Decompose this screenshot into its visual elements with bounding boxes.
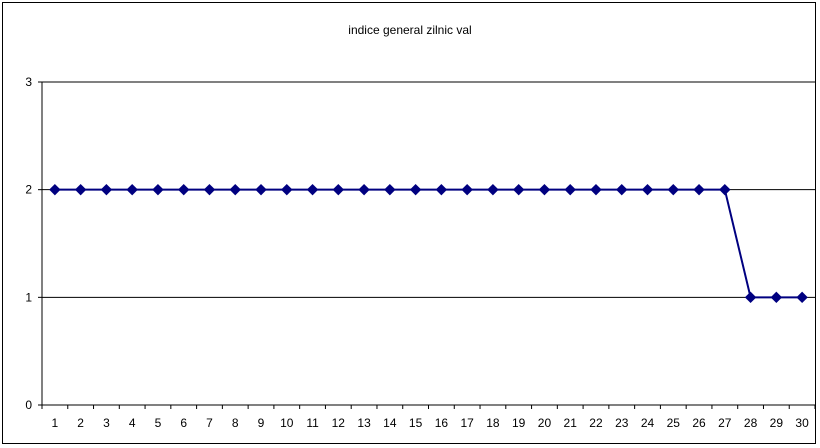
- data-point-4: [126, 183, 138, 196]
- data-point-25: [667, 183, 679, 196]
- y-tick-label-3: 3: [25, 75, 32, 89]
- x-tick-label-14: 14: [383, 416, 397, 430]
- axes: [41, 82, 815, 406]
- data-point-24: [641, 183, 654, 196]
- y-axis-ticks: 0 1 2 3: [25, 75, 42, 412]
- x-tick-label-4: 4: [129, 416, 136, 430]
- y-tick-label-0: 0: [25, 398, 32, 412]
- x-tick-label-7: 7: [206, 416, 213, 430]
- data-point-20: [538, 183, 551, 196]
- x-tick-label-20: 20: [538, 416, 552, 430]
- data-point-30: [796, 291, 808, 304]
- x-tick-label-9: 9: [258, 416, 265, 430]
- data-point-29: [770, 291, 783, 304]
- x-tick-label-21: 21: [564, 416, 578, 430]
- x-tick-label-11: 11: [306, 416, 319, 430]
- data-point-2: [74, 183, 87, 196]
- data-point-11: [306, 183, 319, 196]
- x-tick-label-30: 30: [795, 416, 809, 430]
- data-point-1: [49, 183, 61, 196]
- x-tick-label-26: 26: [692, 416, 706, 430]
- x-tick-label-13: 13: [357, 416, 371, 430]
- data-point-13: [358, 183, 370, 196]
- x-tick-label-8: 8: [232, 416, 239, 430]
- x-tick-label-16: 16: [435, 416, 449, 430]
- x-tick-label-1: 1: [52, 416, 59, 430]
- data-point-22: [590, 183, 602, 196]
- x-tick-label-5: 5: [155, 416, 162, 430]
- x-tick-label-22: 22: [589, 416, 603, 430]
- data-point-15: [409, 183, 422, 196]
- x-tick-label-25: 25: [667, 416, 681, 430]
- data-point-7: [203, 183, 216, 196]
- data-point-14: [384, 183, 396, 196]
- x-tick-label-19: 19: [512, 416, 526, 430]
- data-point-23: [616, 183, 628, 196]
- x-tick-label-17: 17: [460, 416, 474, 430]
- chart-frame: indice general zilnic val: [2, 2, 816, 444]
- x-tick-label-24: 24: [641, 416, 655, 430]
- x-tick-label-29: 29: [770, 416, 784, 430]
- data-point-10: [281, 183, 293, 196]
- x-tick-label-28: 28: [744, 416, 758, 430]
- data-point-28: [744, 291, 757, 304]
- data-point-27: [719, 183, 731, 196]
- data-point-21: [564, 183, 576, 196]
- data-point-19: [512, 183, 525, 196]
- data-point-16: [435, 183, 448, 196]
- x-axis-ticks: 1 2 3 4 5 6 7 8 9 10 11 12 13 14 15 16 17 18 19 20 21 22 23 24 2…: [41, 405, 816, 430]
- data-point-18: [487, 183, 499, 196]
- x-tick-label-18: 18: [486, 416, 500, 430]
- data-point-17: [461, 183, 473, 196]
- data-point-3: [100, 183, 113, 196]
- data-point-5: [152, 183, 164, 196]
- chart-title: indice general zilnic val: [348, 23, 472, 37]
- x-tick-label-10: 10: [280, 416, 294, 430]
- x-tick-label-12: 12: [332, 416, 346, 430]
- x-tick-label-3: 3: [103, 416, 110, 430]
- x-tick-label-6: 6: [180, 416, 187, 430]
- x-tick-label-15: 15: [409, 416, 423, 430]
- x-tick-label-27: 27: [718, 416, 732, 430]
- data-series: [49, 183, 808, 304]
- data-point-12: [332, 183, 345, 196]
- y-tick-label-2: 2: [25, 183, 32, 197]
- data-point-9: [255, 183, 267, 196]
- series-line-0: [54, 188, 803, 299]
- data-point-26: [693, 183, 705, 196]
- data-point-6: [178, 183, 190, 196]
- x-tick-label-23: 23: [615, 416, 629, 430]
- x-tick-label-2: 2: [77, 416, 84, 430]
- y-tick-label-1: 1: [25, 290, 32, 304]
- data-point-8: [229, 183, 241, 196]
